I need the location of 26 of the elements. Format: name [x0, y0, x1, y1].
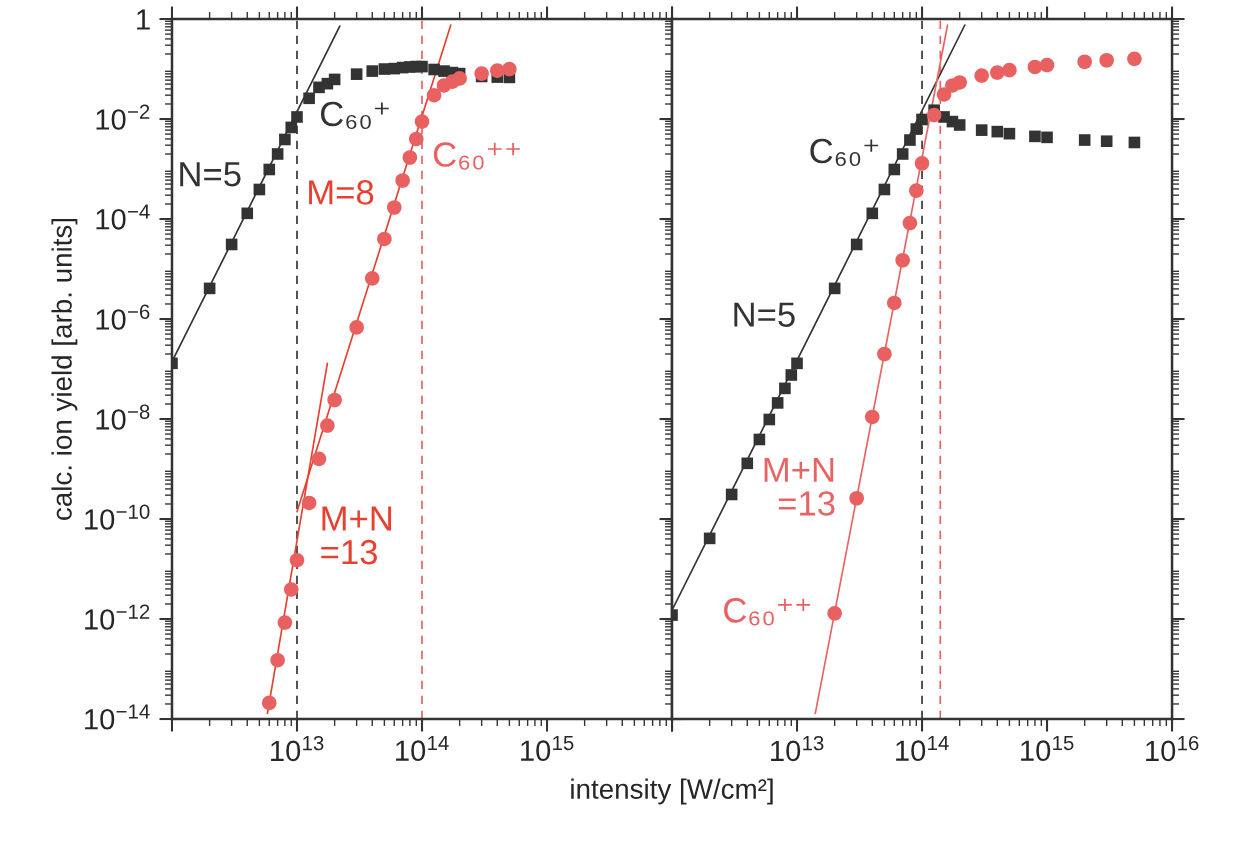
- y-tick-label: 10$^{−2}$: [96, 104, 150, 130]
- series-label: N=5: [734, 302, 795, 327]
- series-label: C₆₀⁺: [810, 138, 879, 167]
- y-axis-title: calc. ion yield [arb. units]: [51, 218, 78, 520]
- y-tick-label: 10$^{−10}$: [85, 504, 150, 530]
- y-tick-label: 10$^{−6}$: [96, 304, 150, 330]
- y-tick-label: 10$^{−12}$: [85, 604, 150, 630]
- series-label: M=8: [309, 180, 374, 205]
- x-tick-label: 10$^{13}$: [271, 735, 324, 762]
- series-label: C₆₀⁺⁺: [433, 142, 520, 170]
- x-tick-label: 10$^{14}$: [896, 735, 949, 762]
- x-tick-label: 10$^{14}$: [396, 735, 449, 762]
- x-tick-label: 10$^{15}$: [521, 735, 574, 762]
- x-axis-title: intensity [W/cm²]: [571, 778, 773, 805]
- x-tick-label: 10$^{16}$: [1146, 735, 1199, 762]
- series-label: M+N =13: [764, 457, 835, 516]
- series-label: C₆₀⁺: [320, 101, 389, 130]
- series-label: C₆₀⁺⁺: [724, 598, 811, 626]
- x-tick-label: 10$^{15}$: [1021, 735, 1074, 762]
- series-label: M+N =13: [321, 506, 392, 565]
- series-label: N=5: [180, 162, 241, 187]
- y-tick-label: 10$^{−14}$: [85, 704, 150, 730]
- y-tick-label: 10$^{−4}$: [96, 204, 150, 230]
- y-tick-label: 1: [137, 9, 150, 30]
- y-tick-label: 10$^{−8}$: [96, 404, 150, 430]
- x-tick-label: 10$^{13}$: [771, 735, 824, 762]
